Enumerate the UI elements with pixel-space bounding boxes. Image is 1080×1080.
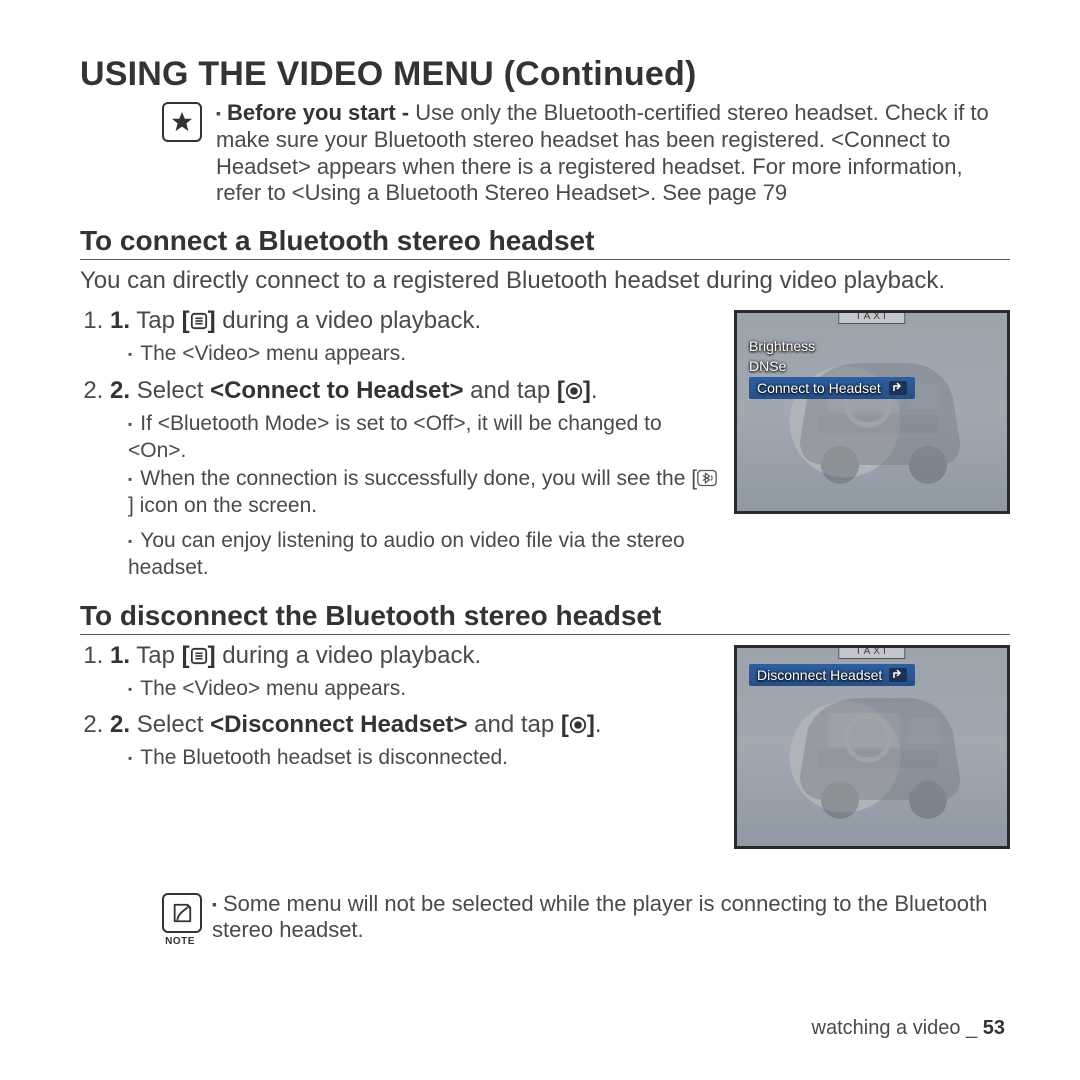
menu-item-dnse: DNSe bbox=[749, 357, 915, 375]
select-button-icon bbox=[569, 716, 587, 734]
disconnect-block: 1. Tap [] during a video playback. The <… bbox=[80, 641, 1010, 849]
page-footer: watching a video _ 53 bbox=[0, 1017, 1005, 1040]
manual-page: USING THE VIDEO MENU (Continued) Before … bbox=[0, 0, 1080, 1080]
overlay-menu: Brightness DNSe Connect to Headset bbox=[749, 337, 915, 399]
footer-section: watching a video _ bbox=[812, 1017, 983, 1039]
disconnect-step-2: 2. Select <Disconnect Headset> and tap [… bbox=[110, 710, 718, 772]
connect-step1-sub1: The <Video> menu appears. bbox=[128, 341, 718, 368]
return-icon bbox=[889, 381, 907, 395]
connect-step2-bold: <Connect to Headset> bbox=[210, 377, 463, 404]
connect-intro: You can directly connect to a registered… bbox=[80, 266, 1010, 296]
note-body: Some menu will not be selected while the… bbox=[212, 891, 1010, 943]
disconnect-heading: To disconnect the Bluetooth stereo heads… bbox=[80, 600, 1010, 635]
connect-block: 1. Tap [] during a video playback. The <… bbox=[80, 306, 1010, 584]
return-icon bbox=[889, 668, 907, 682]
menu-button-icon bbox=[190, 312, 208, 330]
disconnect-step1-sub1: The <Video> menu appears. bbox=[128, 676, 718, 703]
note-text: Some menu will not be selected while the… bbox=[212, 891, 1010, 947]
menu-item-connect-label: Connect to Headset bbox=[757, 380, 881, 396]
device-screenshot-disconnect: TAXI Disconnect Headset bbox=[734, 645, 1010, 849]
menu-item-connect-selected: Connect to Headset bbox=[749, 377, 915, 399]
disconnect-step1-a: Tap bbox=[136, 642, 181, 669]
disconnect-step2-a: Select bbox=[137, 711, 210, 738]
connect-heading: To connect a Bluetooth stereo headset bbox=[80, 225, 1010, 260]
disconnect-step-1: 1. Tap [] during a video playback. The <… bbox=[110, 641, 718, 703]
before-label: Before you start - bbox=[227, 100, 409, 125]
disconnect-step2-b: and tap bbox=[468, 711, 561, 738]
connect-step2-sub3: You can enjoy listening to audio on vide… bbox=[128, 528, 718, 582]
device-screenshot-connect: TAXI Brightness DNSe Connect to Headset bbox=[734, 310, 1010, 514]
note-icon-box: NOTE bbox=[162, 893, 198, 947]
connect-step2-b: and tap bbox=[463, 377, 556, 404]
select-button-icon bbox=[565, 382, 583, 400]
connect-step1-b: during a video playback. bbox=[216, 307, 482, 334]
before-you-start: Before you start - Use only the Bluetoot… bbox=[162, 100, 1010, 207]
connect-step1-a: Tap bbox=[136, 307, 181, 334]
menu-button-icon bbox=[190, 647, 208, 665]
connect-step2-a: Select bbox=[137, 377, 210, 404]
disconnect-step2-bold: <Disconnect Headset> bbox=[210, 711, 467, 738]
menu-item-disconnect-label: Disconnect Headset bbox=[757, 667, 882, 683]
menu-item-disconnect-selected: Disconnect Headset bbox=[749, 664, 915, 686]
connect-step2-sub2: When the connection is successfully done… bbox=[128, 466, 718, 520]
note-row: NOTE Some menu will not be selected whil… bbox=[162, 891, 1010, 947]
page-title: USING THE VIDEO MENU (Continued) bbox=[80, 55, 1010, 94]
note-label: NOTE bbox=[162, 936, 198, 947]
car-illustration bbox=[777, 678, 979, 828]
before-text: Before you start - Use only the Bluetoot… bbox=[216, 100, 1010, 207]
note-icon bbox=[162, 893, 202, 933]
taxi-sign: TAXI bbox=[838, 645, 905, 659]
connect-step2-sub1: If <Bluetooth Mode> is set to <Off>, it … bbox=[128, 411, 718, 465]
bluetooth-connected-icon bbox=[697, 469, 717, 487]
menu-item-brightness: Brightness bbox=[749, 337, 915, 355]
footer-page-number: 53 bbox=[983, 1017, 1005, 1039]
connect-step-1: 1. Tap [] during a video playback. The <… bbox=[110, 306, 718, 368]
disconnect-step2-sub1: The Bluetooth headset is disconnected. bbox=[128, 745, 718, 772]
overlay-menu: Disconnect Headset bbox=[749, 664, 915, 686]
disconnect-step1-b: during a video playback. bbox=[216, 642, 482, 669]
connect-step-2: 2. Select <Connect to Headset> and tap [… bbox=[110, 376, 718, 520]
taxi-sign: TAXI bbox=[838, 310, 905, 324]
star-icon bbox=[162, 102, 202, 142]
